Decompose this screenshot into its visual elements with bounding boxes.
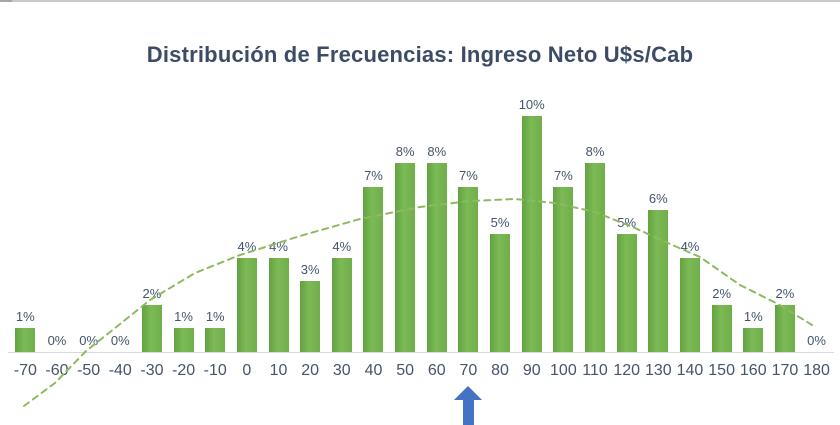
x-axis-tick-label: 180 <box>803 362 830 379</box>
bar <box>205 328 226 352</box>
bar <box>331 258 352 352</box>
bar <box>521 116 542 352</box>
x-axis-line <box>8 352 834 353</box>
bar <box>300 281 321 352</box>
top-border-line <box>0 0 840 2</box>
bar <box>679 258 700 352</box>
bar-value-label: 5% <box>490 215 510 230</box>
bar-value-label: 4% <box>332 239 352 254</box>
bar-value-label: 8% <box>395 144 415 159</box>
bar-value-label: 8% <box>585 144 605 159</box>
bar-value-label: 0% <box>110 333 130 348</box>
top-border-left-segment <box>0 0 12 2</box>
bar-value-label: 5% <box>617 215 637 230</box>
bar <box>15 328 36 352</box>
bar <box>363 187 384 352</box>
bar-value-label: 7% <box>553 168 573 183</box>
bar-value-label: 4% <box>269 239 288 254</box>
bar <box>458 187 479 352</box>
bar <box>141 305 162 352</box>
bar <box>426 163 447 352</box>
bar <box>648 210 669 352</box>
bar <box>774 305 795 352</box>
highlight-arrow-head <box>454 386 483 400</box>
bar-value-label: 6% <box>648 191 668 206</box>
bar-value-label: 1% <box>743 309 763 324</box>
bar <box>553 187 574 352</box>
chart-title: Distribución de Frecuencias: Ingreso Net… <box>146 42 694 67</box>
highlight-arrow-stem <box>462 399 474 425</box>
bar <box>268 258 289 352</box>
bar-value-label: 2% <box>142 286 162 301</box>
bar-value-label: 4% <box>680 239 700 254</box>
bar-value-label: 10% <box>518 97 545 112</box>
bar-value-label: 2% <box>712 286 732 301</box>
bar-value-label: 0% <box>807 333 826 348</box>
bar-value-label: 8% <box>427 144 447 159</box>
bar-value-label: 1% <box>205 309 225 324</box>
bar-value-label: 1% <box>15 309 35 324</box>
bar <box>490 234 511 352</box>
bar <box>395 163 416 352</box>
bar <box>585 163 606 352</box>
bar <box>236 258 257 352</box>
bar-value-label: 2% <box>775 286 795 301</box>
bar <box>743 328 764 352</box>
bar-value-label: 7% <box>364 168 383 183</box>
bar <box>173 328 194 352</box>
bar <box>616 234 637 352</box>
bar <box>711 305 732 352</box>
bar-value-label: 7% <box>459 168 478 183</box>
bar-value-label: 3% <box>300 262 320 277</box>
